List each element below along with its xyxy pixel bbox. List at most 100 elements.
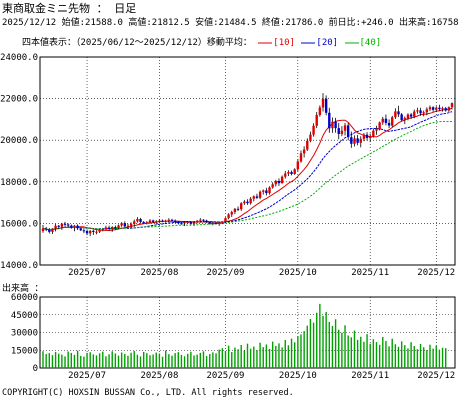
volume-bar (92, 354, 95, 368)
volume-bar (297, 336, 299, 368)
candle-body (243, 201, 246, 204)
candle-body (205, 220, 208, 223)
volume-bar (347, 335, 349, 368)
volume-bar (202, 351, 205, 368)
volume-bar (155, 352, 157, 368)
candle-body (76, 225, 79, 229)
candle-body (428, 107, 432, 110)
candle-body (359, 138, 362, 143)
volume-bar (309, 318, 312, 368)
volume-label: 出来高 ： (2, 284, 44, 294)
candle-body (306, 140, 309, 150)
volume-x-tick-label: 2025/12 (417, 371, 455, 381)
candle-body (240, 203, 243, 210)
volume-bar (234, 347, 236, 368)
candle-body (384, 118, 388, 123)
ma40-legend-swatch (344, 42, 359, 43)
price-y-tick-label: 14000.0 (0, 261, 38, 271)
volume-bar (331, 325, 334, 368)
volume-y-tick-label: 15000 (11, 346, 38, 356)
volume-bar (136, 354, 139, 368)
volume-bar (388, 346, 390, 368)
volume-bar (120, 352, 123, 368)
candle-body (177, 221, 180, 224)
candle-body (126, 225, 130, 227)
volume-bar (111, 351, 113, 368)
volume-bar (394, 344, 397, 368)
candle-body (255, 196, 259, 198)
candle-body (334, 121, 337, 129)
volume-bar (265, 344, 268, 368)
volume-bar (375, 342, 378, 368)
volume-bar (438, 349, 441, 368)
copyright-notice: COPYRIGHT(C) HOXSIN BUSSAN Co., LTD. All… (2, 388, 294, 398)
price-x-tick-label: 2025/07 (68, 268, 106, 278)
volume-bar (196, 354, 198, 368)
volume-bar (363, 341, 365, 368)
volume-bar (284, 340, 286, 368)
price-x-tick-label: 2025/10 (279, 268, 317, 278)
candle-body (98, 229, 101, 232)
quote-line: 2025/12/12 始値:21588.0 高値:21812.5 安値:2148… (2, 18, 459, 28)
volume-bar (400, 341, 403, 368)
candle-body (148, 220, 152, 223)
volume-bar (187, 353, 189, 368)
volume-bar (146, 353, 148, 368)
volume-bar (139, 356, 142, 368)
volume-bar (149, 355, 151, 368)
volume-bar (174, 353, 176, 368)
volume-bar (281, 347, 283, 368)
candle-body (111, 226, 114, 229)
candle-body (79, 228, 82, 231)
candle-body (158, 220, 161, 222)
volume-bar (130, 352, 132, 368)
volume-x-tick-label: 2025/09 (207, 371, 245, 381)
candle-body (265, 190, 268, 194)
volume-bar (325, 312, 327, 368)
volume-bar (240, 345, 242, 368)
volume-bar (127, 355, 129, 368)
volume-bar (61, 354, 63, 368)
candle-body (217, 223, 221, 225)
volume-bar (319, 303, 321, 368)
volume-bar (416, 349, 419, 368)
candle-body (249, 198, 252, 204)
candle-body (299, 153, 303, 162)
ma20-line (42, 111, 453, 231)
ma20-legend-label: [20] (316, 38, 339, 48)
volume-bar (95, 355, 98, 368)
volume-bar (385, 341, 387, 368)
range-legend: 四本値表示：（2025/06/12〜2025/12/12）移動平均： [10] … (22, 38, 381, 48)
volume-bar (422, 347, 425, 368)
volume-bar (67, 351, 69, 368)
volume-bar (404, 345, 406, 368)
volume-bar (271, 341, 274, 368)
candle-body (66, 224, 70, 226)
volume-bar (328, 321, 330, 368)
range-label: 四本値表示：（2025/06/12〜2025/12/12）移動平均： (22, 38, 252, 48)
price-y-tick-label: 20000.0 (0, 136, 38, 146)
candle-body (447, 107, 451, 111)
volume-bar (432, 348, 434, 368)
volume-bar (133, 350, 135, 368)
volume-bar (80, 355, 82, 368)
candle-body (331, 121, 334, 129)
candle-body (60, 223, 64, 227)
volume-bar (183, 356, 186, 368)
ma10-legend-swatch (258, 42, 273, 43)
volume-bar (290, 338, 293, 368)
volume-bar (86, 352, 88, 368)
candle-body (252, 196, 255, 199)
price-y-tick-label: 16000.0 (0, 219, 38, 229)
volume-bar (338, 329, 340, 368)
candle-body (230, 212, 233, 215)
candle-body (271, 184, 274, 188)
candle-body (381, 118, 384, 123)
candle-body (284, 173, 287, 177)
candle-body (387, 122, 391, 126)
candle-body (444, 108, 447, 111)
candle-body (170, 219, 174, 221)
candle-body (375, 129, 378, 131)
volume-bar (413, 345, 415, 368)
